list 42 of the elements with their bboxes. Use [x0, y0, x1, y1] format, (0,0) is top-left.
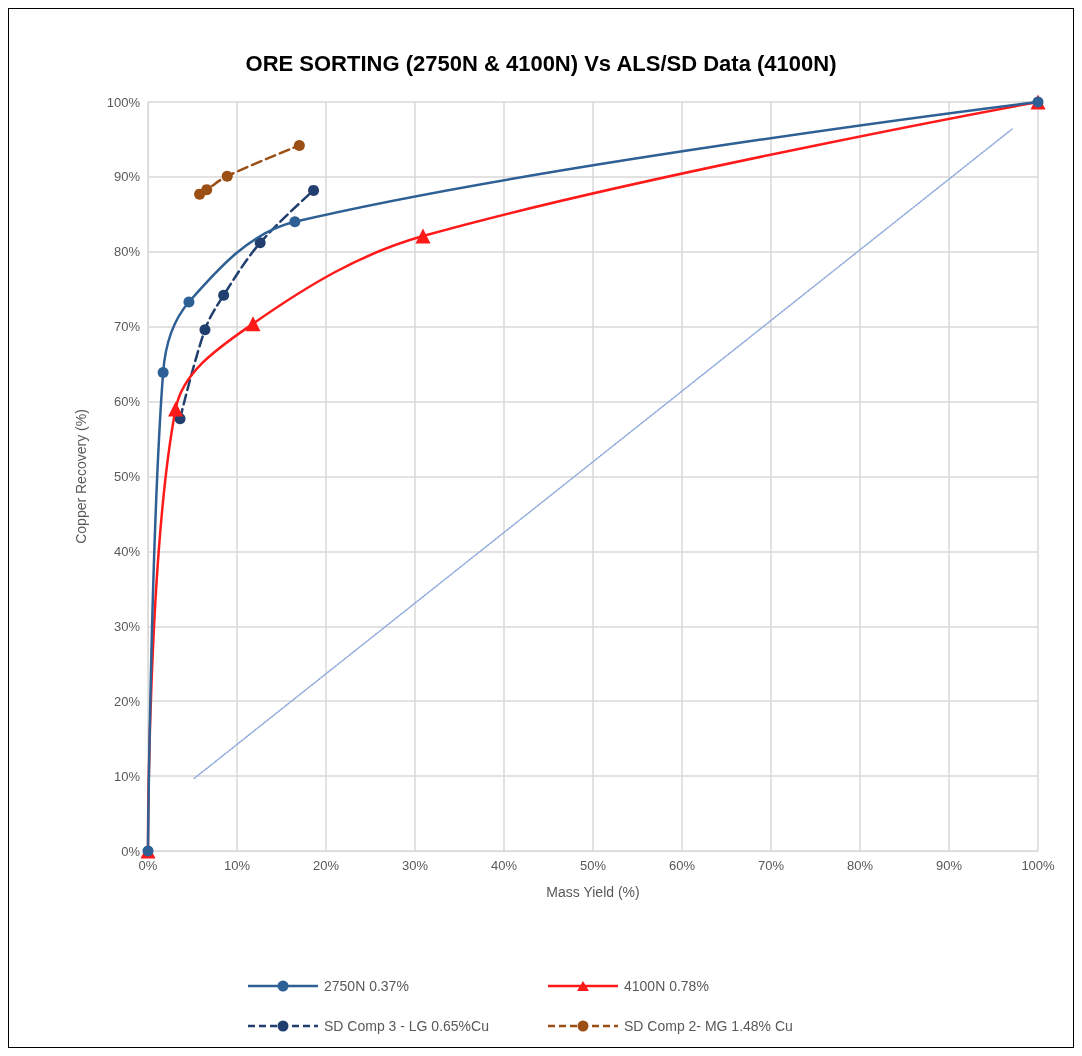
x-tick-label: 40% — [490, 858, 518, 873]
x-tick-label: 50% — [579, 858, 607, 873]
x-tick-label: 100% — [1021, 858, 1056, 873]
y-tick-label: 70% — [113, 319, 141, 335]
point — [183, 296, 195, 308]
x-tick-label: 90% — [935, 858, 963, 873]
legend-label: SD Comp 3 - LG 0.65%Cu — [324, 1018, 489, 1034]
point — [293, 139, 305, 151]
y-tick-label: 90% — [113, 169, 141, 185]
x-tick-label: 80% — [846, 858, 874, 873]
point — [157, 366, 169, 378]
x-tick-label: 30% — [401, 858, 429, 873]
point — [201, 184, 213, 196]
point — [415, 228, 431, 244]
y-tick-label: 40% — [113, 543, 141, 559]
x-tick-label: 20% — [312, 858, 340, 873]
point — [254, 237, 266, 249]
point — [289, 216, 301, 228]
legend-label: 4100N 0.78% — [624, 978, 709, 994]
point — [168, 401, 184, 417]
x-axis-title: Mass Yield (%) — [546, 884, 640, 900]
y-tick-label: 60% — [113, 394, 141, 410]
x-tick-label: 0% — [138, 858, 158, 873]
y-axis-title: Copper Recovery (%) — [73, 409, 89, 544]
chart-title: ORE SORTING (2750N & 4100N) Vs ALS/SD Data (4100N) — [245, 50, 837, 76]
point — [245, 316, 261, 332]
y-tick-label: 10% — [113, 768, 141, 784]
y-tick-label: 50% — [113, 469, 141, 484]
legend-label: SD Comp 2- MG 1.48% Cu — [624, 1018, 793, 1034]
x-tick-label: 70% — [757, 858, 785, 873]
y-tick-label: 30% — [113, 618, 141, 634]
y-tick-label: 80% — [113, 244, 141, 260]
y-tick-label: 0% — [121, 843, 141, 859]
y-tick-label: 20% — [113, 693, 141, 709]
point — [221, 170, 233, 182]
legend-label: 2750N 0.37% — [324, 978, 409, 994]
point — [218, 289, 230, 301]
x-tick-label: 10% — [223, 858, 251, 873]
y-tick-label: 100% — [106, 94, 141, 110]
point — [199, 324, 211, 336]
point — [308, 184, 320, 196]
x-tick-label: 60% — [668, 858, 696, 873]
